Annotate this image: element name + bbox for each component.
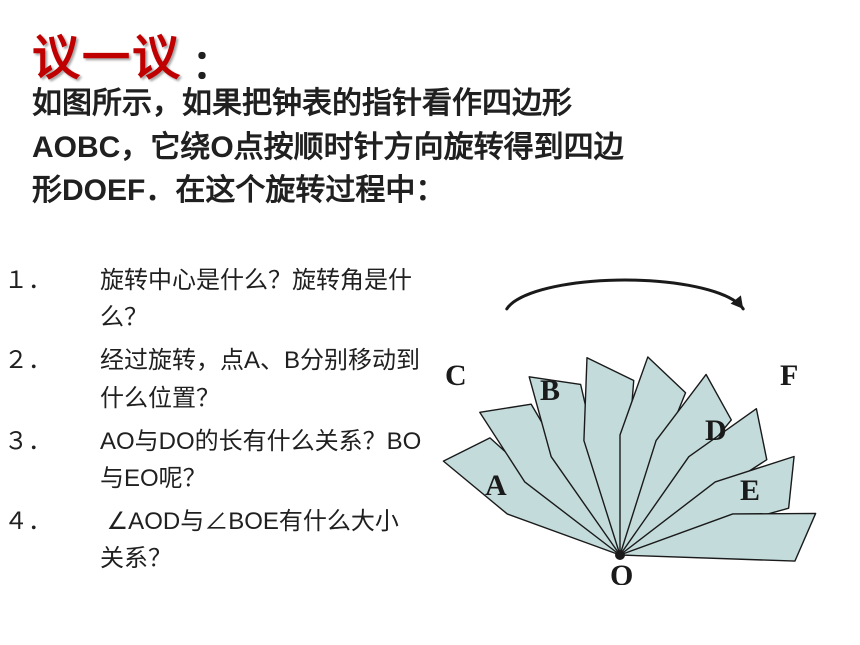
intro-line-3: 形DOEF．在这个旋转过程中： [32,174,445,207]
list-item: ３．AO与DO的长有什么关系？BO与EO呢？ [52,423,422,497]
list-item: ２．经过旋转，点A、B分别移动到什么位置？ [52,342,422,416]
question-list: １．旋转中心是什么？旋转角是什么？ ２．经过旋转，点A、B分别移动到什么位置？ … [52,262,422,584]
question-number: ２． [52,342,100,379]
rotation-figure: C B A O DE F [420,255,820,585]
svg-text:B: B [540,374,560,407]
svg-text:D: D [705,414,727,447]
intro-paragraph: 如图所示，如果把钟表的指针看作四边形 AOBC，它绕O点按顺时针方向旋转得到四边… [32,82,812,213]
svg-text:C: C [445,359,467,392]
question-text: AO与DO的长有什么关系？BO与EO呢？ [100,428,421,492]
title-text: 议一议 [32,32,182,85]
heading: 议一议： [32,18,234,90]
list-item: １．旋转中心是什么？旋转角是什么？ [52,262,422,336]
svg-text:E: E [740,474,760,507]
title-colon: ： [192,43,234,87]
question-number: １． [52,262,100,299]
figure-svg: C B A O DE F [420,255,820,585]
svg-text:A: A [485,469,507,502]
question-number: ４． [52,503,100,540]
svg-text:F: F [780,359,798,392]
question-number: ３． [52,423,100,460]
question-text: ∠AOD与∠BOE有什么大小关系？ [100,508,399,572]
question-text: 旋转中心是什么？旋转角是什么？ [100,267,412,331]
intro-line-1: 如图所示，如果把钟表的指针看作四边形 [32,87,572,120]
question-text: 经过旋转，点A、B分别移动到什么位置？ [100,347,420,411]
intro-line-2: AOBC，它绕O点按顺时针方向旋转得到四边 [32,131,624,164]
list-item: ４． ∠AOD与∠BOE有什么大小关系？ [52,503,422,577]
svg-text:O: O [610,559,633,585]
